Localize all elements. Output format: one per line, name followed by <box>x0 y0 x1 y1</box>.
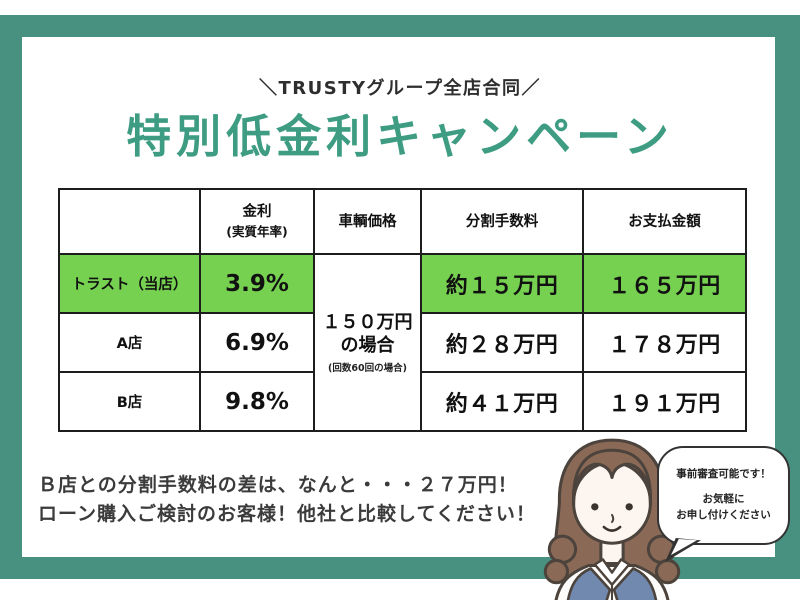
cell-total: １６５万円 <box>582 253 747 314</box>
catch-copy-line1: Ｂ店との分割手数料の差は、なんと・・・２７万円！ <box>38 474 518 496</box>
cell-rate: 3.9% <box>199 253 315 314</box>
catch-copy-line2: ローン購入ご検討のお客様！他社と比較してください！ <box>38 503 536 526</box>
cell-vehicle-price-merged: １５０万円 の場合 (回数60回の場合) <box>313 253 422 432</box>
speech-bubble-line3: お申し付けください <box>676 508 771 521</box>
cell-store: B店 <box>58 371 201 432</box>
table-row-trust: トラスト（当店） 3.9% １５０万円 の場合 (回数60回の場合) 約１５万円… <box>58 253 747 432</box>
cell-store: A店 <box>58 312 201 373</box>
header-installment-fee: 分割手数料 <box>420 188 584 255</box>
header-total-payment: お支払金額 <box>582 188 747 255</box>
cell-total: １７８万円 <box>582 312 747 373</box>
cell-total: １９１万円 <box>582 371 747 432</box>
header-store <box>58 188 201 255</box>
campaign-tagline: ＼TRUSTYグループ全店合同／ <box>259 78 541 99</box>
rate-comparison-table: 金利 (実質年率) 車輌価格 分割手数料 お支払金額 トラスト（当店） 3.9%… <box>58 188 747 432</box>
catch-copy: Ｂ店との分割手数料の差は、なんと・・・２７万円！ ローン購入ご検討のお客様！他社… <box>38 471 568 530</box>
table-row-store-b: B店 9.8% 約４１万円 １９１万円 <box>58 371 747 432</box>
header-rate: 金利 (実質年率) <box>199 188 315 255</box>
cell-rate: 9.8% <box>199 371 315 432</box>
table-row-store-a: A店 6.9% 約２８万円 １７８万円 <box>58 312 747 373</box>
receptionist-illustration <box>543 438 681 600</box>
cell-store: トラスト（当店） <box>58 253 201 314</box>
speech-bubble: 事前審査可能です！ お気軽に お申し付けください <box>657 446 790 545</box>
cell-fee: 約１５万円 <box>420 253 584 314</box>
cell-fee: 約４１万円 <box>420 371 584 432</box>
speech-bubble-line1: 事前審査可能です！ <box>676 468 771 481</box>
header-vehicle-price: 車輌価格 <box>313 188 422 255</box>
cell-fee: 約２８万円 <box>420 312 584 373</box>
campaign-title: 特別低金利キャンペーン <box>126 110 674 163</box>
cell-rate: 6.9% <box>199 312 315 373</box>
speech-bubble-line2: お気軽に <box>702 493 745 506</box>
table-header-row: 金利 (実質年率) 車輌価格 分割手数料 お支払金額 <box>58 188 747 255</box>
